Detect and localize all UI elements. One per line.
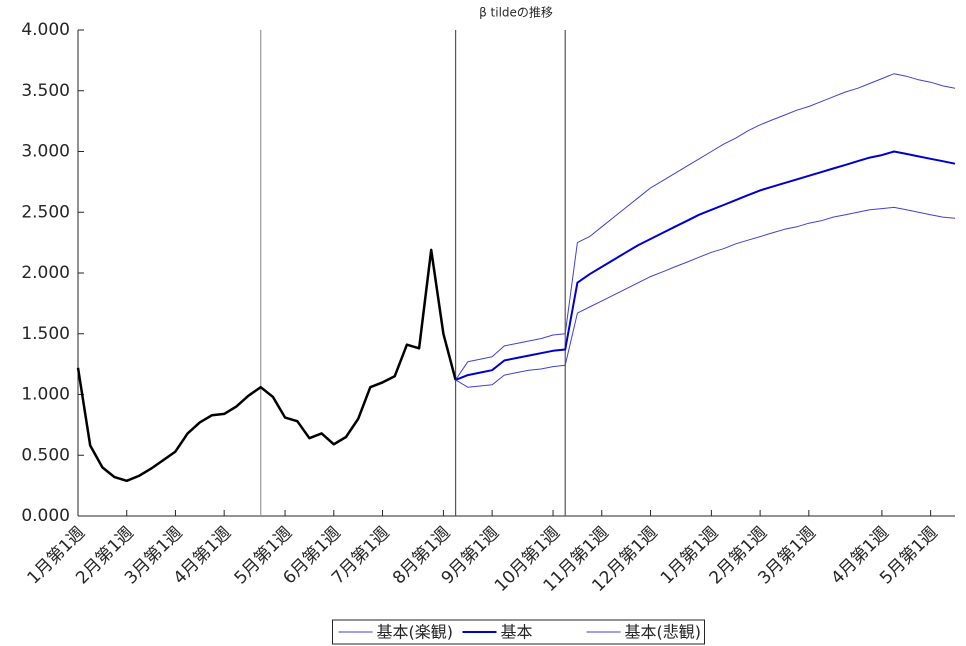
legend-label: 基本(楽観)	[377, 623, 454, 642]
legend-box	[332, 619, 705, 645]
y-tick-label: 1.500	[21, 324, 70, 344]
y-tick-label: 2.500	[21, 202, 70, 222]
y-tick-label: 4.000	[21, 20, 70, 40]
y-tick-label: 1.000	[21, 385, 70, 405]
y-tick-label: 0.500	[21, 445, 70, 465]
y-tick-label: 3.000	[21, 142, 70, 162]
y-tick-label: 3.500	[21, 81, 70, 101]
series-line	[455, 150, 956, 381]
y-tick-label: 2.000	[21, 263, 70, 283]
y-tick-label: 0.000	[21, 506, 70, 526]
legend-label: 基本	[501, 623, 533, 642]
series-line	[455, 206, 956, 388]
legend-label: 基本(悲観)	[625, 623, 702, 642]
chart-title: β tildeの推移	[479, 6, 553, 20]
series-line	[455, 73, 956, 381]
series-line	[76, 248, 457, 483]
